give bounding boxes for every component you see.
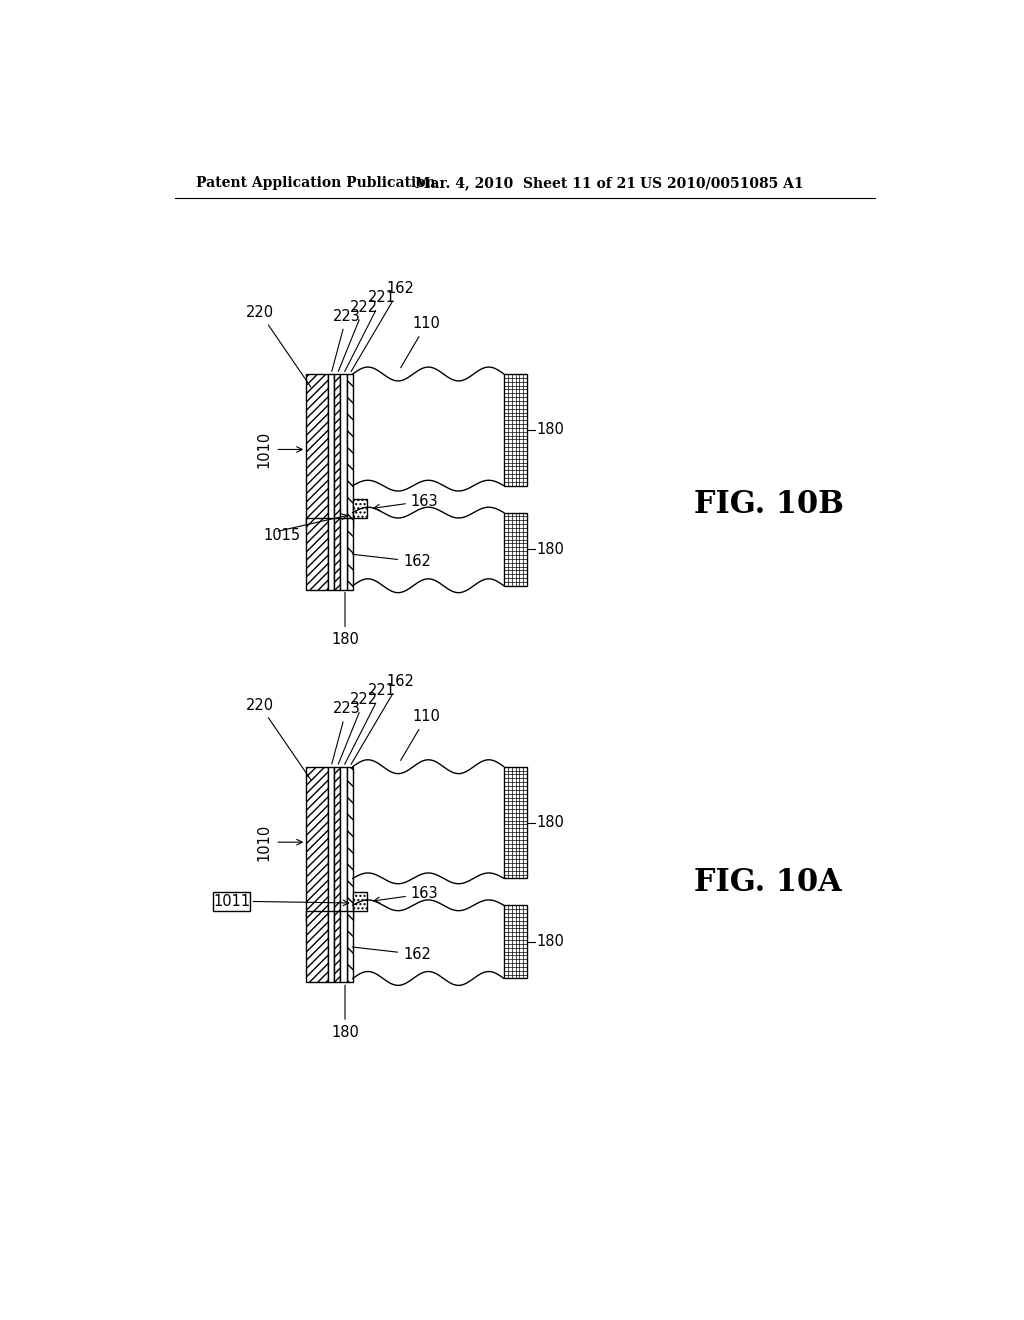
Text: 162: 162 bbox=[351, 281, 414, 372]
Text: 1010: 1010 bbox=[256, 430, 271, 469]
Bar bbox=[346, 374, 352, 528]
Bar bbox=[213, 892, 251, 911]
Text: 162: 162 bbox=[351, 673, 414, 764]
Text: 1010: 1010 bbox=[256, 824, 271, 861]
Bar bbox=[352, 892, 367, 911]
Text: 220: 220 bbox=[246, 305, 311, 387]
Bar bbox=[306, 767, 328, 921]
Text: 222: 222 bbox=[338, 300, 379, 371]
Text: 1011: 1011 bbox=[213, 894, 251, 909]
Text: US 2010/0051085 A1: US 2010/0051085 A1 bbox=[640, 176, 803, 190]
Text: 222: 222 bbox=[338, 692, 379, 764]
Text: 180: 180 bbox=[537, 814, 564, 830]
Bar bbox=[334, 374, 340, 528]
Text: 180: 180 bbox=[537, 541, 564, 557]
Bar bbox=[504, 767, 527, 878]
Bar bbox=[328, 767, 334, 921]
Text: 223: 223 bbox=[332, 309, 360, 371]
Bar bbox=[340, 374, 346, 528]
Text: 163: 163 bbox=[374, 886, 438, 903]
Text: 180: 180 bbox=[331, 985, 359, 1040]
Bar bbox=[340, 911, 346, 982]
Text: Patent Application Publication: Patent Application Publication bbox=[197, 176, 436, 190]
Bar bbox=[352, 499, 367, 519]
Bar bbox=[340, 767, 346, 921]
Text: 223: 223 bbox=[332, 701, 360, 764]
Bar bbox=[346, 767, 352, 921]
Bar bbox=[334, 767, 340, 921]
Bar bbox=[504, 906, 527, 978]
Text: Mar. 4, 2010  Sheet 11 of 21: Mar. 4, 2010 Sheet 11 of 21 bbox=[415, 176, 636, 190]
Text: 180: 180 bbox=[331, 593, 359, 647]
Text: 180: 180 bbox=[537, 422, 564, 437]
Bar bbox=[328, 519, 334, 590]
Bar bbox=[504, 512, 527, 586]
Bar bbox=[504, 374, 527, 486]
Text: FIG. 10A: FIG. 10A bbox=[693, 867, 842, 898]
Text: FIG. 10B: FIG. 10B bbox=[693, 490, 844, 520]
Bar bbox=[328, 911, 334, 982]
Text: 110: 110 bbox=[400, 709, 440, 760]
Text: 221: 221 bbox=[345, 682, 396, 764]
Bar bbox=[306, 519, 328, 590]
Text: 220: 220 bbox=[246, 697, 311, 780]
Text: 162: 162 bbox=[352, 554, 431, 569]
Text: 110: 110 bbox=[400, 317, 440, 368]
Text: 163: 163 bbox=[374, 494, 438, 511]
Text: 1015: 1015 bbox=[263, 528, 301, 544]
Bar bbox=[306, 374, 328, 528]
Bar bbox=[340, 519, 346, 590]
Bar bbox=[346, 519, 352, 590]
Bar bbox=[346, 911, 352, 982]
Text: 180: 180 bbox=[537, 935, 564, 949]
Bar bbox=[334, 911, 340, 982]
Text: 162: 162 bbox=[352, 946, 431, 962]
Bar bbox=[328, 374, 334, 528]
Bar bbox=[306, 911, 328, 982]
Bar bbox=[334, 519, 340, 590]
Text: 221: 221 bbox=[345, 290, 396, 371]
